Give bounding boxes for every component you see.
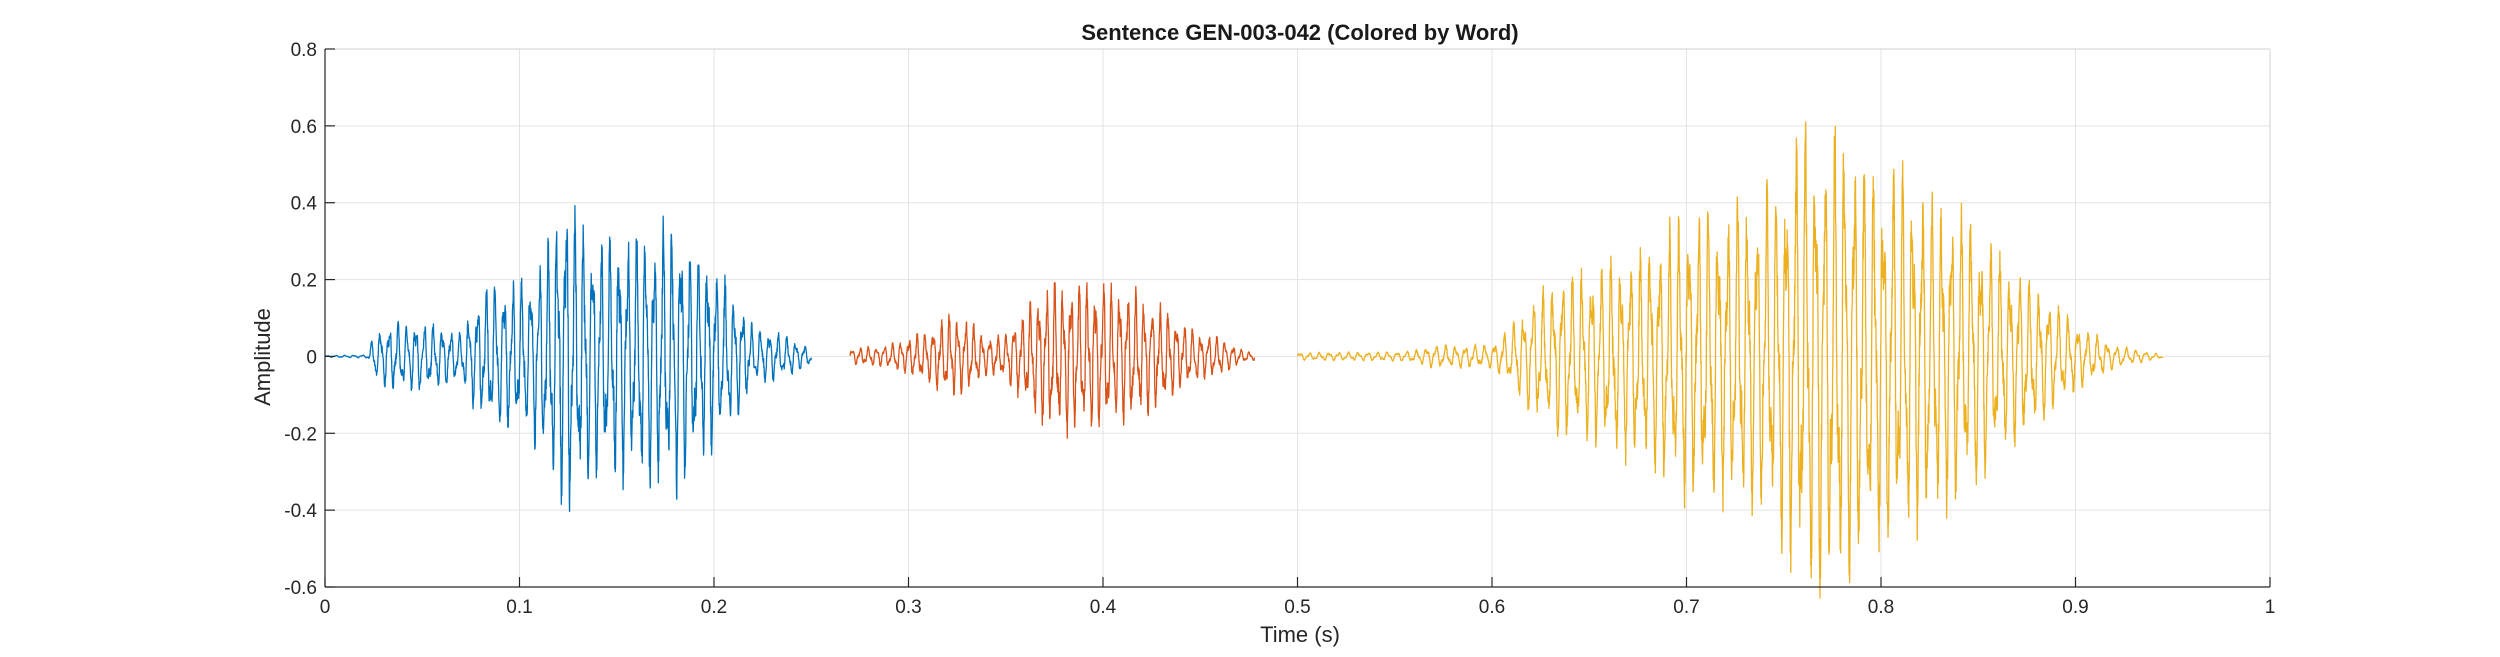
x-tick-label: 0.9 (2062, 597, 2088, 618)
x-tick-label: 0.6 (1479, 597, 1505, 618)
x-tick-label: 0.7 (1673, 597, 1699, 618)
y-tick-label: 0.2 (291, 271, 317, 292)
y-tick-label: 0.6 (291, 117, 317, 138)
x-tick-label: 0.3 (895, 597, 921, 618)
y-tick-label: -0.2 (284, 424, 317, 445)
x-tick-label: 0.1 (506, 597, 532, 618)
x-tick-label: 1 (2265, 597, 2276, 618)
x-tick-label: 0.4 (1090, 597, 1117, 618)
x-tick-label: 0.5 (1284, 597, 1310, 618)
axes (324, 48, 2271, 588)
tick-labels: 0 0.1 0.2 0.3 0.4 0.5 0.6 0.7 0.8 0.9 1 -0.6 -0.4 -0.… (284, 40, 2275, 618)
x-tick-label: 0.2 (701, 597, 727, 618)
y-tick-label: 0.4 (291, 194, 318, 215)
y-tick-label: 0.8 (291, 40, 317, 61)
y-tick-label: -0.4 (284, 501, 317, 522)
y-axis-label: Amplitude (250, 308, 275, 406)
x-tick-label: 0 (320, 597, 331, 618)
waveform-series-1 (324, 204, 812, 513)
waveform-series (324, 121, 2164, 599)
waveform-series-2 (849, 282, 1256, 439)
chart-title: Sentence GEN-003-042 (Colored by Word) (1081, 20, 1518, 45)
y-tick-label: 0 (306, 347, 317, 368)
waveform-series-3 (1296, 121, 2164, 599)
y-tick-label: -0.6 (284, 578, 317, 599)
x-axis-label: Time (s) (1260, 622, 1340, 647)
x-tick-label: 0.8 (1868, 597, 1894, 618)
